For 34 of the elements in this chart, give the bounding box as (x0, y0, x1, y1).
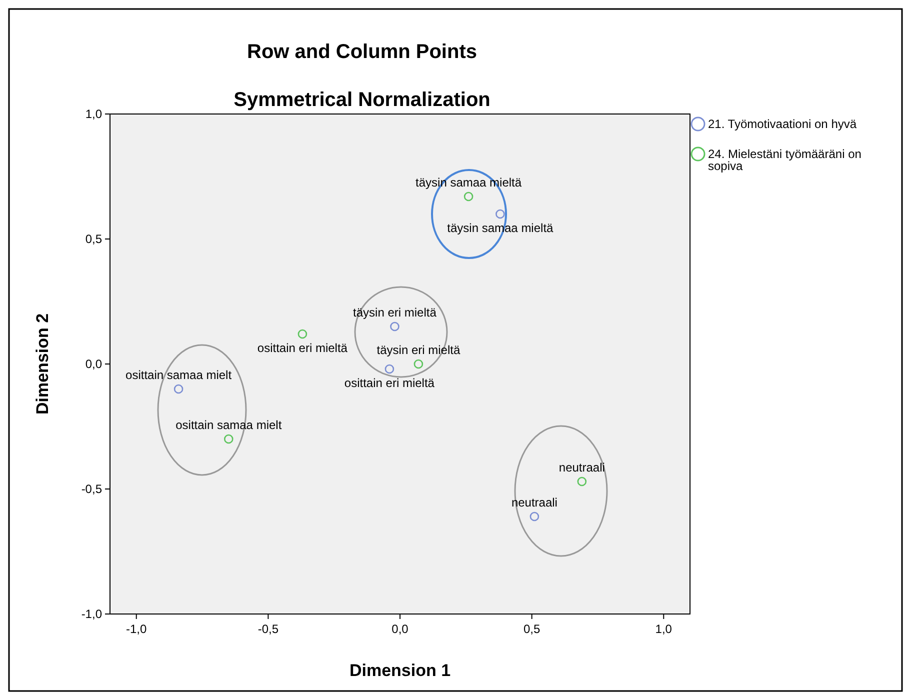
data-label: neutraali (558, 460, 605, 474)
legend-label: 21. Työmotivaationi on hyvä (708, 117, 857, 131)
y-tick-label: -1,0 (81, 607, 102, 621)
data-label: osittain eri mieltä (257, 341, 348, 355)
data-label: osittain samaa mielt (176, 418, 282, 432)
y-tick-label: 1,0 (85, 107, 102, 121)
y-tick-label: 0,0 (85, 357, 102, 371)
point (414, 359, 424, 369)
y-tick-label: 0,5 (85, 232, 102, 246)
x-tick-label: 1,0 (655, 622, 672, 636)
point (530, 512, 540, 522)
data-label: täysin eri mieltä (376, 343, 460, 357)
point (298, 329, 308, 339)
point (496, 209, 505, 219)
data-label: neutraali (511, 496, 558, 510)
point (174, 384, 184, 394)
x-tick-label: -0,5 (258, 622, 279, 636)
y-tick-label: -0,5 (81, 482, 102, 496)
chart-title: Row and Column Points (247, 41, 477, 63)
chart-subtitle: Symmetrical Normalization (234, 89, 490, 111)
data-label: osittain eri mieltä (344, 376, 435, 390)
point (224, 434, 234, 444)
x-tick-label: -1,0 (126, 622, 148, 636)
point (390, 322, 400, 332)
x-tick-label: 0,0 (392, 622, 409, 636)
point (464, 192, 474, 202)
point (577, 476, 587, 486)
x-axis-title: Dimension 1 (349, 661, 451, 680)
point (384, 364, 394, 374)
y-axis-title: Dimension 2 (33, 313, 52, 415)
legend-label: 24. Mielestäni työmääräni on sopiva (708, 147, 862, 173)
data-label: täysin eri mieltä (353, 306, 437, 320)
x-tick-label: 0,5 (523, 622, 540, 636)
data-label: osittain samaa mielt (126, 368, 232, 382)
